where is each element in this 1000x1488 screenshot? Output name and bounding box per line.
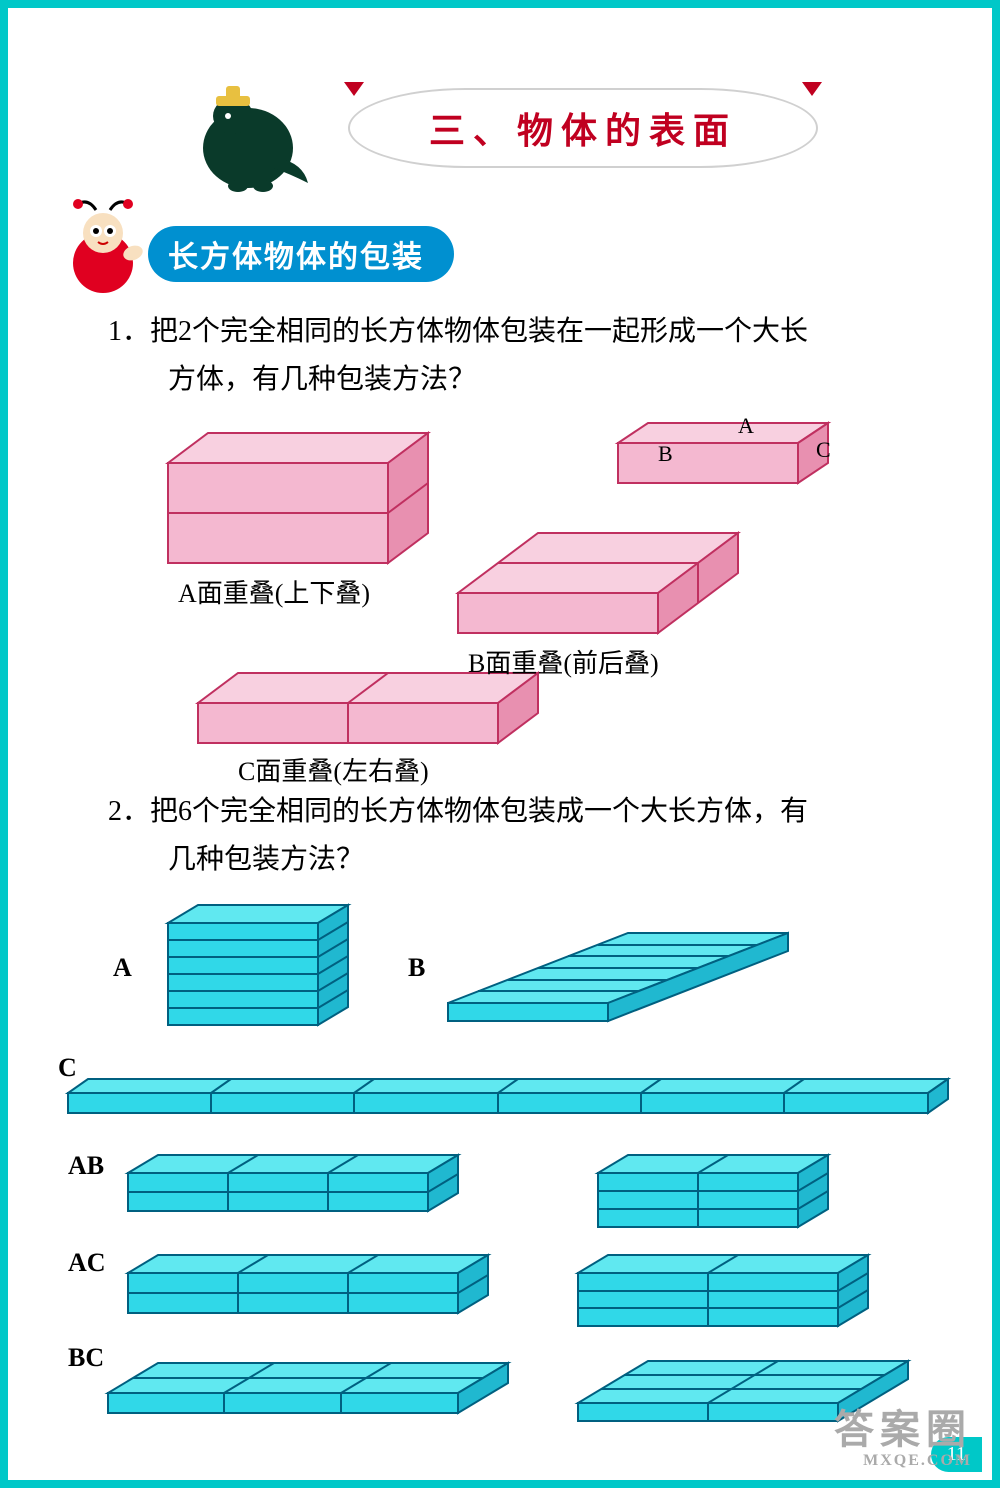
- page: 三、物体的表面 长方体物体的包装 1．把2个完全相同的长方体物体包装在一起形成一…: [8, 8, 992, 1480]
- watermark-line2: MXQE.COM: [834, 1452, 972, 1470]
- subtitle-text: 长方体物体的包装: [168, 241, 424, 274]
- arr-ab2-icon: [598, 1155, 828, 1227]
- dinosaur-mascot-icon: [178, 68, 318, 198]
- chapter-banner: 三、物体的表面: [348, 88, 818, 168]
- q1-line1: 把2个完全相同的长方体物体包装在一起形成一个大长: [150, 316, 808, 347]
- ref-label-c: C: [816, 437, 831, 463]
- q2-line1: 把6个完全相同的长方体物体包装成一个大长方体，有: [150, 796, 808, 827]
- arr-c-icon: [68, 1079, 948, 1113]
- arr-ac2-icon: [578, 1255, 868, 1326]
- question-1: 1．把2个完全相同的长方体物体包装在一起形成一个大长 方体，有几种包装方法？: [108, 308, 912, 403]
- q2-figures: A B C AB AC BC: [58, 893, 942, 1453]
- q2-label-ab: AB: [68, 1151, 104, 1181]
- arr-ab1-icon: [128, 1155, 458, 1211]
- ref-label-a: A: [738, 413, 754, 439]
- watermark: 答案圈 MXQE.COM: [834, 1408, 972, 1470]
- q1-figures: A B C A面重叠(上下叠) B面重叠(前后叠) C面重叠(左右叠): [58, 413, 942, 783]
- q2-label-a: A: [113, 953, 132, 983]
- stack-b-icon: [458, 533, 738, 633]
- q2-svg: [58, 893, 958, 1453]
- stack-c-icon: [198, 673, 538, 743]
- caption-c: C面重叠(左右叠): [238, 751, 429, 788]
- q2-label-c: C: [58, 1053, 77, 1083]
- subtitle-pill: 长方体物体的包装: [148, 226, 454, 282]
- stack-a-icon: [168, 433, 428, 563]
- arr-ac1-icon: [128, 1255, 488, 1313]
- q1-num: 1．: [108, 316, 150, 347]
- q1-line2: 方体，有几种包装方法？: [168, 356, 912, 404]
- question-2: 2．把6个完全相同的长方体物体包装成一个大长方体，有 几种包装方法？: [108, 788, 912, 883]
- ref-cuboid-icon: [618, 423, 828, 483]
- arr-b-icon: [448, 933, 788, 1021]
- arr-bc1-icon: [108, 1363, 508, 1413]
- bug-mascot-icon: [48, 198, 158, 308]
- q2-line2: 几种包装方法？: [168, 836, 912, 884]
- q2-label-ac: AC: [68, 1248, 106, 1278]
- caption-b: B面重叠(前后叠): [468, 643, 659, 680]
- subtitle-row: 长方体物体的包装: [58, 218, 942, 298]
- q2-label-b: B: [408, 953, 425, 983]
- q2-label-bc: BC: [68, 1343, 104, 1373]
- q2-num: 2．: [108, 796, 150, 827]
- caption-a: A面重叠(上下叠): [178, 573, 370, 610]
- header: 三、物体的表面: [58, 68, 942, 208]
- watermark-line1: 答案圈: [834, 1408, 972, 1452]
- ref-label-b: B: [658, 441, 673, 467]
- chapter-title: 三、物体的表面: [429, 102, 737, 154]
- arr-a-icon: [168, 905, 348, 1025]
